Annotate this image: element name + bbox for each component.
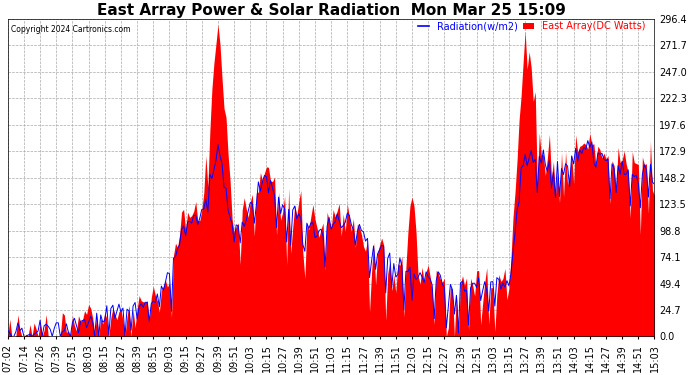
- Legend: Radiation(w/m2), East Array(DC Watts): Radiation(w/m2), East Array(DC Watts): [414, 18, 649, 35]
- Text: Copyright 2024 Cartronics.com: Copyright 2024 Cartronics.com: [11, 25, 130, 34]
- Title: East Array Power & Solar Radiation  Mon Mar 25 15:09: East Array Power & Solar Radiation Mon M…: [97, 3, 566, 18]
